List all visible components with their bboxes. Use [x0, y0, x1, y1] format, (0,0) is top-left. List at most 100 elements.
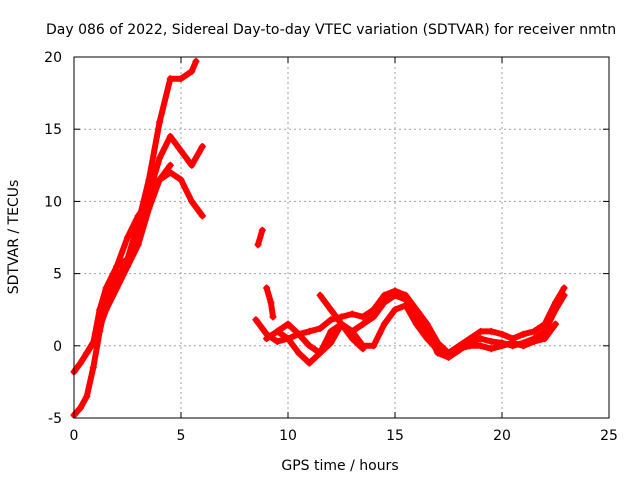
data-point-marker — [316, 291, 324, 299]
data-point-marker — [102, 298, 110, 306]
x-tick-label: 10 — [279, 428, 297, 444]
data-point-marker — [519, 330, 527, 338]
data-point-marker — [380, 298, 388, 306]
data-point-marker — [113, 262, 121, 270]
data-point-marker — [423, 335, 431, 343]
data-point-marker — [348, 310, 356, 318]
data-point-marker — [305, 359, 313, 367]
series-track-9 — [316, 291, 367, 353]
data-point-marker — [254, 241, 262, 249]
data-point-marker — [177, 147, 185, 155]
ticks: 0 5 10 15 20 25 -5 0 5 10 15 20 — [44, 50, 618, 444]
data-point-marker — [134, 241, 142, 249]
data-point-marker — [370, 342, 378, 350]
data-point-marker — [156, 154, 164, 162]
data-point-marker — [91, 330, 99, 338]
data-point-marker — [113, 284, 121, 292]
data-point-marker — [338, 320, 345, 328]
series-track-4 — [91, 161, 174, 338]
data-point-marker — [273, 327, 281, 335]
data-point-marker — [552, 306, 559, 314]
data-point-marker — [477, 335, 485, 343]
data-point-marker — [348, 335, 356, 343]
data-point-marker — [359, 320, 367, 328]
data-point-marker — [519, 342, 527, 350]
data-point-marker — [552, 320, 559, 328]
y-axis-label: SDTVAR / TECUs — [6, 180, 22, 295]
data-point-marker — [263, 335, 271, 343]
data-point-marker — [434, 346, 442, 354]
data-point-marker — [380, 291, 388, 299]
data-point-marker — [263, 284, 271, 292]
plot-frame — [73, 56, 610, 419]
data-point-marker — [198, 212, 206, 220]
data-point-marker — [198, 143, 206, 151]
data-point-marker — [498, 330, 506, 338]
data-point-marker — [402, 301, 410, 309]
y-tick-label: 5 — [53, 267, 62, 283]
data-point-marker — [177, 176, 185, 184]
data-point-marker — [412, 320, 420, 328]
data-point-marker — [327, 339, 335, 347]
data-point-marker — [188, 161, 196, 169]
y-tick-label: 15 — [44, 122, 62, 138]
data-point-marker — [380, 320, 388, 328]
y-tick-label: 10 — [44, 194, 62, 210]
data-point-marker — [145, 197, 153, 205]
chart-title: Day 086 of 2022, Sidereal Day-to-day VTE… — [46, 22, 616, 38]
data-point-marker — [498, 342, 506, 350]
x-axis-label: GPS time / hours — [281, 458, 398, 474]
data-point-marker — [284, 320, 292, 328]
data-point-marker — [391, 306, 399, 314]
data-point-marker — [541, 335, 549, 343]
data-point-marker — [258, 226, 266, 234]
data-point-marker — [327, 316, 335, 324]
x-tick-label: 15 — [386, 428, 404, 444]
data-point-marker — [316, 324, 324, 332]
data-point-marker — [509, 339, 517, 347]
data-point-marker — [359, 345, 367, 353]
data-point-marker — [284, 335, 292, 343]
data-point-marker — [188, 197, 196, 205]
data-point-marker — [188, 67, 196, 75]
data-point-marker — [192, 57, 200, 65]
data-point-marker — [487, 327, 495, 335]
data-point-marker — [166, 75, 174, 83]
data-layer — [70, 57, 568, 419]
y-tick-label: 0 — [53, 339, 62, 355]
data-point-marker — [370, 313, 378, 321]
data-point-marker — [177, 75, 185, 83]
data-point-marker — [269, 313, 277, 321]
data-point-marker — [124, 234, 131, 241]
x-tick-label: 5 — [177, 428, 186, 444]
x-tick-label: 20 — [493, 428, 511, 444]
data-point-marker — [134, 212, 142, 220]
data-point-marker — [83, 349, 91, 357]
data-point-marker — [530, 337, 538, 345]
data-point-marker — [156, 176, 164, 184]
data-point-marker — [267, 298, 275, 306]
data-point-marker — [391, 291, 399, 299]
data-point-marker — [273, 337, 281, 345]
data-point-marker — [560, 284, 568, 292]
data-point-marker — [455, 345, 463, 353]
data-point-marker — [76, 359, 84, 367]
data-point-marker — [124, 262, 131, 270]
data-point-marker — [466, 342, 474, 350]
data-point-marker — [316, 349, 324, 357]
data-point-marker — [166, 132, 174, 140]
data-point-marker — [83, 392, 91, 400]
data-point-marker — [477, 342, 485, 350]
x-tick-label: 25 — [600, 428, 618, 444]
data-point-marker — [327, 306, 335, 314]
y-tick-label: 20 — [44, 50, 62, 66]
data-point-marker — [487, 345, 495, 353]
data-point-marker — [295, 349, 303, 357]
data-point-marker — [327, 327, 335, 335]
data-point-marker — [477, 327, 485, 335]
series-track-5 — [254, 226, 266, 249]
y-tick-label: -5 — [48, 411, 62, 427]
data-point-marker — [445, 349, 452, 357]
